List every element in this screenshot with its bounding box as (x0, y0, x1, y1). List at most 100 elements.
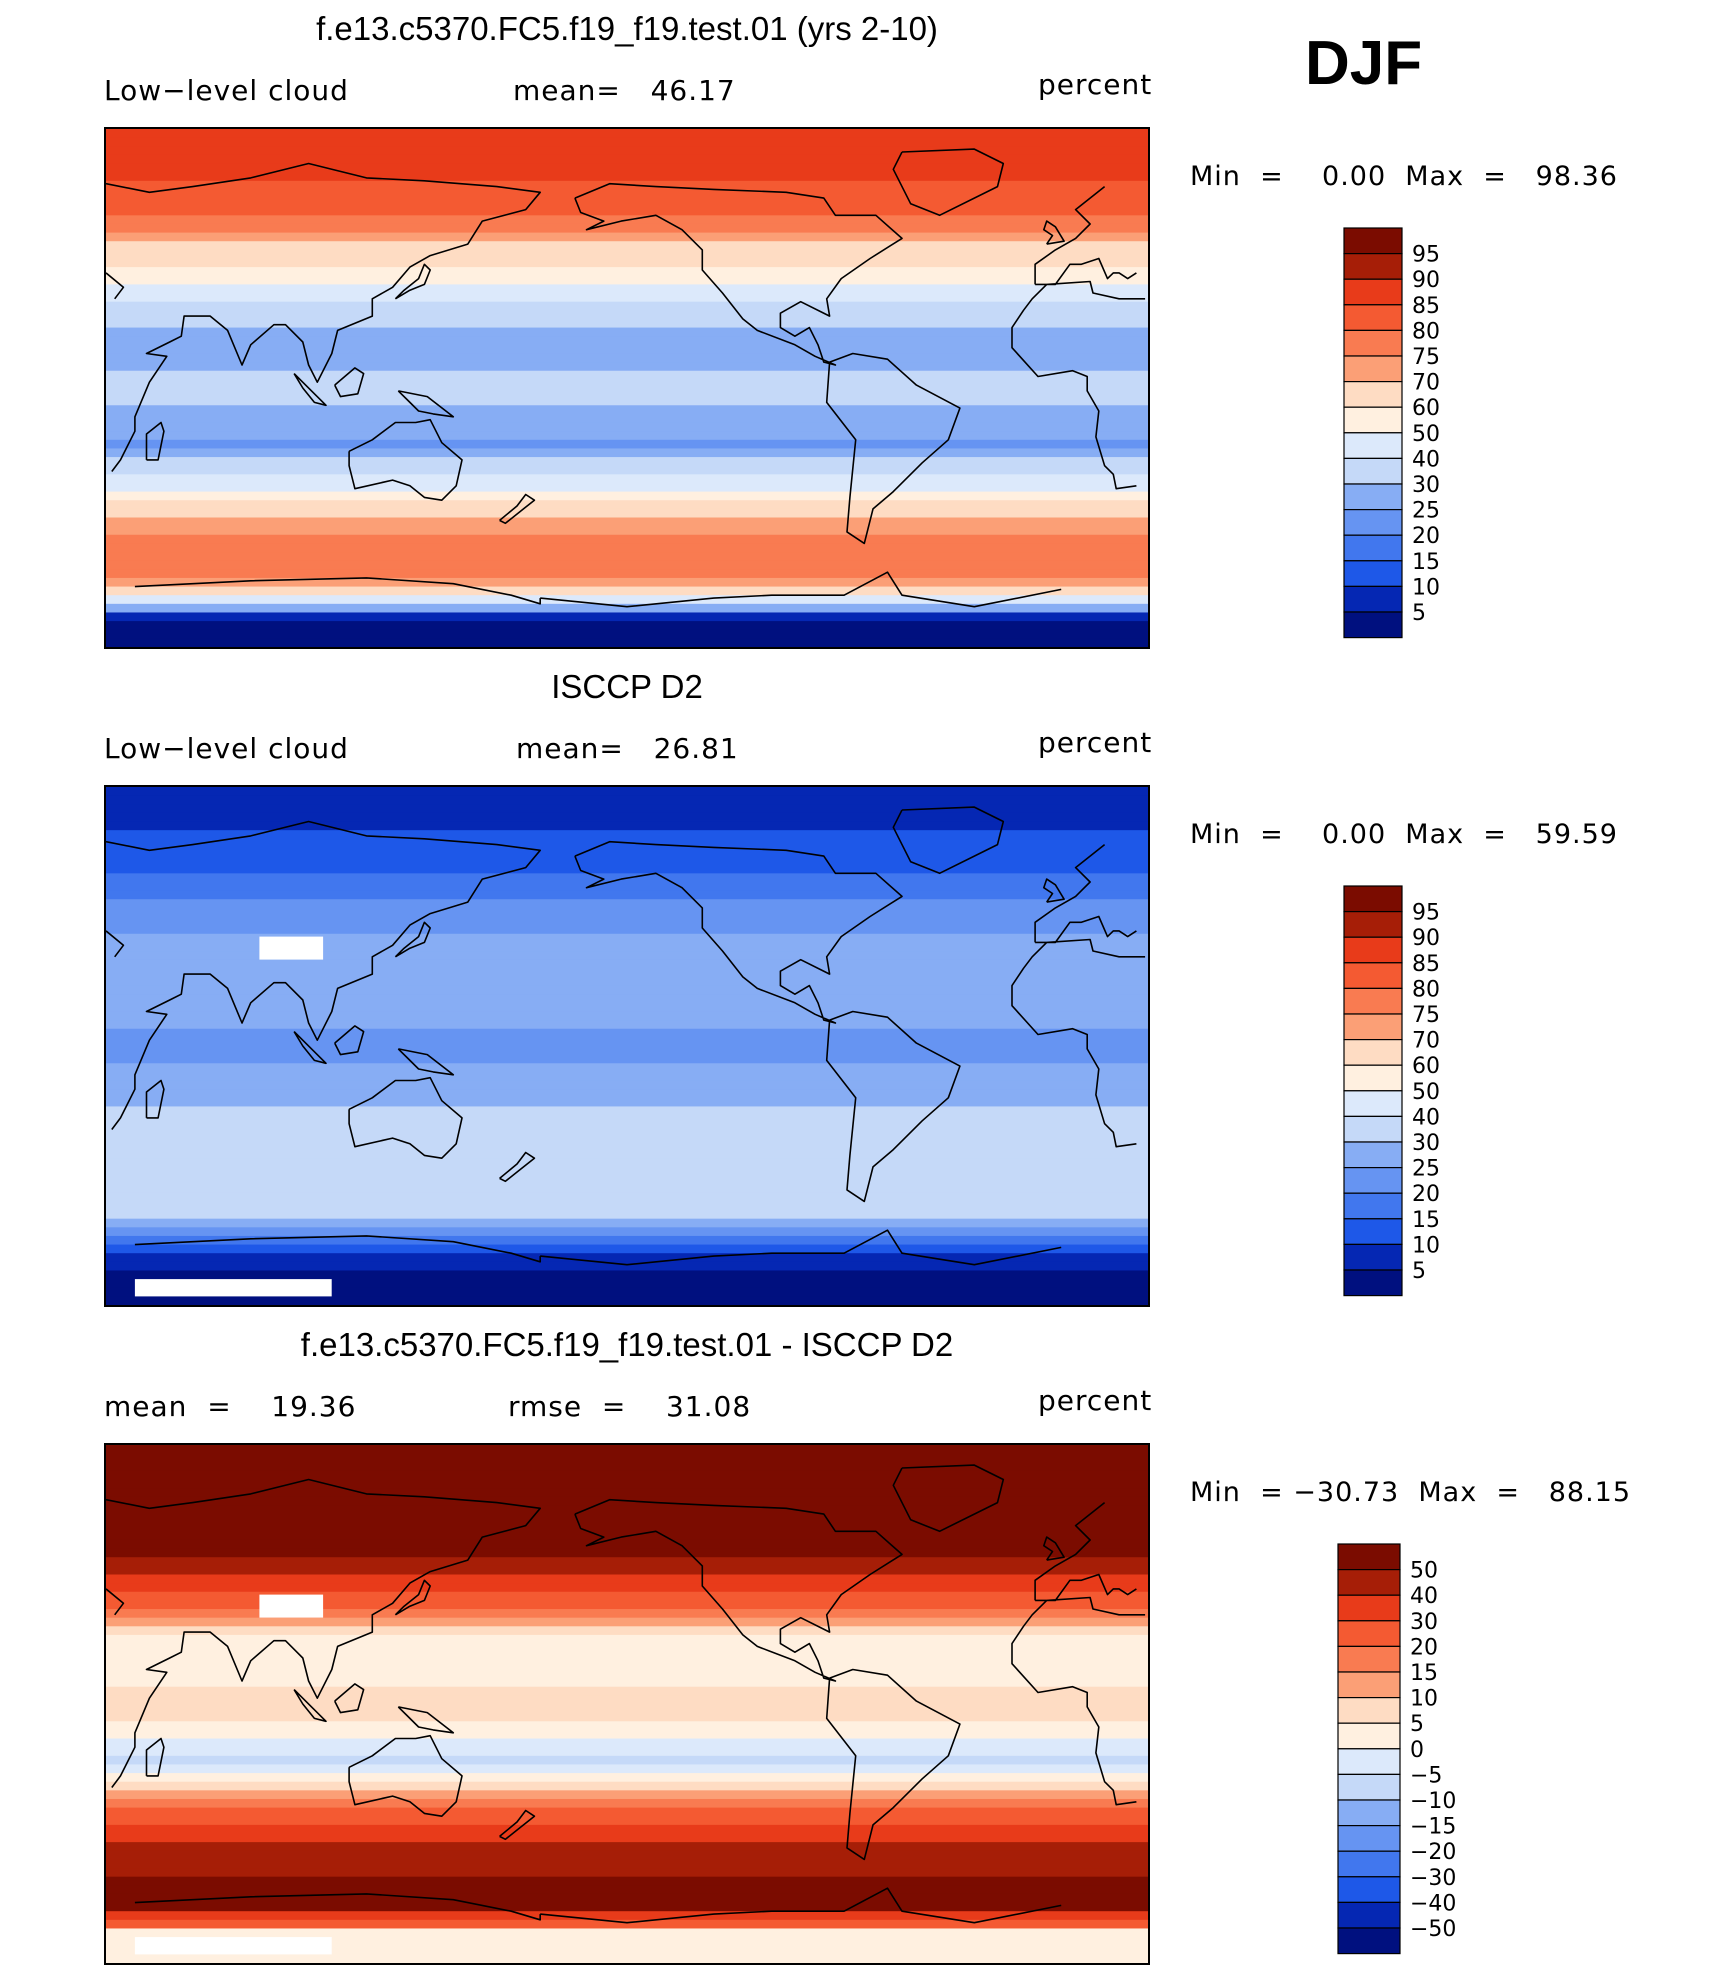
panel-3-mean-label: mean = 19.36 (104, 1390, 357, 1423)
zonal-band (106, 198, 1148, 208)
zonal-band (106, 890, 1148, 900)
zonal-band (106, 1954, 1148, 1963)
zonal-band (106, 293, 1148, 303)
colorbar-swatch (1343, 987, 1403, 1015)
zonal-band (106, 821, 1148, 831)
colorbar-tick-label: 10 (1412, 1233, 1440, 1258)
zonal-band (106, 1505, 1148, 1515)
colorbar-swatch (1343, 534, 1403, 562)
zonal-band (106, 534, 1148, 544)
zonal-band (106, 1919, 1148, 1930)
zonal-band (106, 1218, 1148, 1228)
zonal-band (106, 552, 1148, 562)
zonal-band (106, 1522, 1148, 1532)
coastline-greenland (892, 148, 1005, 217)
zonal-band (106, 603, 1148, 614)
zonal-band (106, 1781, 1148, 1791)
zonal-band (106, 1514, 1148, 1524)
zonal-band (106, 508, 1148, 519)
zonal-band (106, 1539, 1148, 1550)
colorbar-tick-label: 85 (1412, 952, 1440, 977)
colorbar-swatch (1343, 962, 1403, 990)
zonal-band (106, 1479, 1148, 1489)
coastline-borneo (333, 1683, 365, 1714)
colorbar-tick-label: 40 (1412, 1105, 1440, 1130)
zonal-band (106, 517, 1148, 527)
colorbar-tick-label: 10 (1410, 1687, 1438, 1712)
missing-data-patch (134, 1279, 332, 1297)
colorbar-tick-label: 20 (1410, 1635, 1438, 1660)
zonal-band (106, 491, 1148, 501)
coastline-antarctica (134, 1887, 1062, 1924)
zonal-band (106, 1678, 1148, 1688)
zonal-band (106, 976, 1148, 987)
zonal-band (106, 1893, 1148, 1904)
panel-3-title: f.e13.c5370.FC5.f19_f19.test.01 - ISCCP … (300, 1326, 954, 1363)
coastline-borneo (333, 1025, 365, 1056)
coastline-britain (1043, 220, 1065, 245)
colorbar-swatch (1343, 1192, 1403, 1220)
zonal-band (106, 1574, 1148, 1584)
colorbar-swatch (1343, 406, 1403, 434)
zonal-band (106, 1643, 1148, 1653)
coastline-japan (394, 263, 431, 300)
coastline-britain (1043, 878, 1065, 903)
coastline-britain (1043, 1536, 1065, 1561)
colorbar-tick-label: 30 (1412, 1131, 1440, 1156)
zonal-band (106, 1669, 1148, 1679)
zonal-band (106, 1557, 1148, 1567)
zonal-band (106, 1755, 1148, 1766)
zonal-band (106, 301, 1148, 311)
coastline-greenland (892, 1464, 1005, 1533)
colorbar-tick-label: 15 (1412, 1208, 1440, 1233)
colorbar-swatch (1343, 457, 1403, 485)
zonal-band (106, 942, 1148, 952)
colorbar-tick-label: −40 (1410, 1891, 1456, 1916)
colorbar-swatch (1343, 381, 1403, 408)
colorbar-swatch (1337, 1594, 1401, 1622)
zonal-band (106, 1695, 1148, 1705)
panel-1-variable-label: Low−level cloud (104, 74, 349, 107)
panel-1-title: f.e13.c5370.FC5.f19_f19.test.01 (yrs 2-1… (316, 10, 938, 47)
colorbar-tick-label: 0 (1410, 1738, 1424, 1763)
coastline-sumatra (293, 1689, 327, 1723)
zonal-band (106, 1132, 1148, 1142)
zonal-band (106, 1928, 1148, 1938)
zonal-band (106, 284, 1148, 294)
zonal-band (106, 1115, 1148, 1125)
zonal-band (106, 1462, 1148, 1472)
colorbar-swatch (1343, 278, 1403, 306)
zonal-band (106, 1192, 1148, 1202)
zonal-band (106, 569, 1148, 579)
coastline-north-america (574, 182, 903, 366)
panel-1-minmax: Min = 0.00 Max = 98.36 (1190, 161, 1618, 192)
panel-2-map (104, 785, 1150, 1307)
zonal-band (106, 336, 1148, 346)
zonal-band (106, 1279, 1148, 1289)
coastline-north-america (574, 1498, 903, 1682)
zonal-band (106, 1445, 1148, 1455)
zonal-band (106, 1270, 1148, 1280)
panel-1-map (104, 127, 1150, 649)
coastline-south-america (825, 1668, 961, 1861)
coastline-new-guinea (397, 1706, 455, 1734)
zonal-band (106, 543, 1148, 553)
zonal-band (106, 1244, 1148, 1254)
colorbar-tick-label: 70 (1412, 1029, 1440, 1054)
coastline-sumatra (293, 373, 327, 407)
zonal-band (106, 405, 1148, 415)
colorbar-swatch (1337, 1876, 1401, 1903)
colorbar-swatch (1343, 1064, 1403, 1092)
zonal-band (106, 1054, 1148, 1064)
zonal-band (106, 951, 1148, 961)
colorbar-tick-label: 15 (1410, 1661, 1438, 1686)
coastline-madagascar (145, 1079, 165, 1119)
zonal-band (106, 985, 1148, 995)
zonal-band (106, 1037, 1148, 1047)
zonal-band (106, 370, 1148, 380)
panel-2-title: ISCCP D2 (551, 668, 703, 705)
zonal-band (106, 1790, 1148, 1800)
coastline-antarctica (134, 1229, 1062, 1266)
zonal-band (106, 1210, 1148, 1220)
zonal-band (106, 1738, 1148, 1748)
